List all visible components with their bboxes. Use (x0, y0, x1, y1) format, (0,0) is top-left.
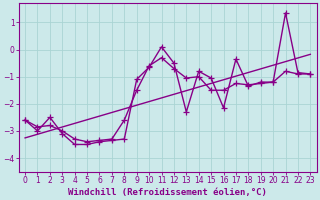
X-axis label: Windchill (Refroidissement éolien,°C): Windchill (Refroidissement éolien,°C) (68, 188, 267, 197)
